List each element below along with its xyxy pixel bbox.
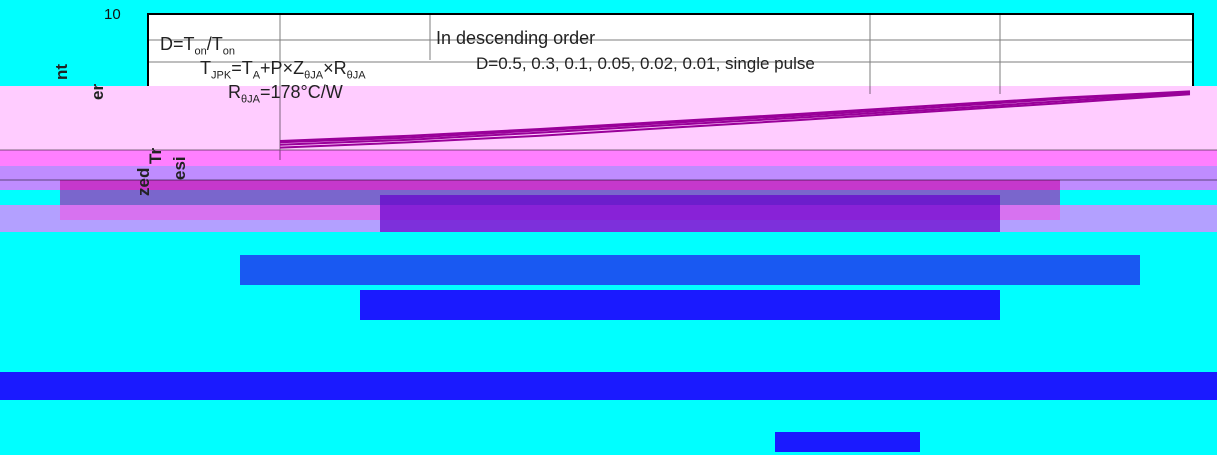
series-line-2: [279, 91, 1191, 146]
y-axis-label-fragment-5: Tr: [146, 147, 165, 164]
thermal-resistance-annotation: RθJA=178°C/W: [228, 82, 343, 106]
duty-cycle-annotation: D=Ton/Ton: [160, 34, 236, 58]
y-axis-label-fragment-2: er: [88, 83, 107, 100]
y-axis-label-fragment-3: zed: [134, 167, 153, 196]
series-line-1: [279, 91, 1191, 144]
y-tick-label: 10: [104, 6, 121, 23]
series-line-3: [279, 93, 1191, 149]
y-axis-label-fragment-4: esi: [170, 156, 189, 180]
series-line-0: [279, 90, 1191, 142]
junction-temperature-annotation: TJPK=TA+P×ZθJA×RθJA: [200, 58, 366, 82]
order-annotation: In descending order: [436, 28, 596, 48]
duty-list-annotation: D=0.5, 0.3, 0.1, 0.05, 0.02, 0.01, singl…: [476, 54, 815, 73]
y-axis-label-fragment-1: nt: [52, 63, 71, 80]
